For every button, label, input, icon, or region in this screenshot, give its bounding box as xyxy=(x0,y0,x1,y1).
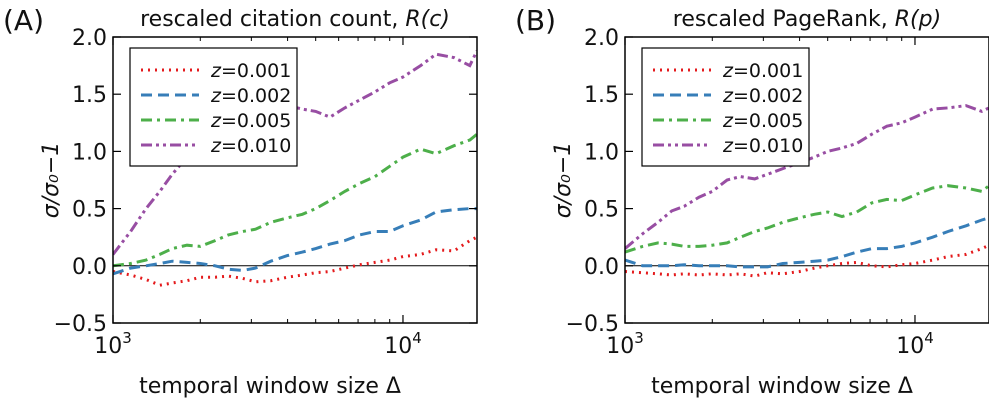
legend-label: z=0.002 xyxy=(722,85,803,107)
y-tick-label: 1.0 xyxy=(584,140,619,165)
y-tick-label: 2.0 xyxy=(584,26,619,51)
x-axis-label: temporal window size Δ xyxy=(651,374,913,399)
legend-label: z=0.001 xyxy=(210,60,291,82)
x-axis-label: temporal window size Δ xyxy=(139,374,401,399)
series-line-0_002 xyxy=(113,207,477,276)
y-tick-label: 1.5 xyxy=(72,83,107,108)
y-tick-label: 0.0 xyxy=(72,255,107,280)
legend-label: z=0.002 xyxy=(210,85,291,107)
chart-panel-b: (B) rescaled PageRank, R(p) −0.5 0.0 0.5 1.0 1… xyxy=(515,4,989,399)
chart-title: rescaled citation count, R(c) xyxy=(140,7,450,32)
x-tick-label: 103 xyxy=(94,329,132,359)
legend: z=0.001 z=0.002 z=0.005 z=0.010 xyxy=(641,47,810,167)
y-tick-label: −0.5 xyxy=(54,312,107,337)
series-line-0_001 xyxy=(625,243,989,278)
series-line-0_002 xyxy=(625,216,989,269)
series-line-0_001 xyxy=(113,235,477,287)
legend: z=0.001 z=0.002 z=0.005 z=0.010 xyxy=(129,47,298,167)
legend-label: z=0.010 xyxy=(722,135,803,157)
series-line-0_005 xyxy=(625,184,989,254)
panel-label: (A) xyxy=(3,4,44,37)
series-line-0_005 xyxy=(113,133,477,268)
chart-title-math: R(c) xyxy=(405,7,450,32)
chart-title-math: R(p) xyxy=(895,7,941,32)
y-tick-label: 1.5 xyxy=(584,83,619,108)
legend-label: z=0.010 xyxy=(210,135,291,157)
chart-title-text: rescaled citation count, xyxy=(140,7,405,32)
x-tick-label: 104 xyxy=(384,329,422,359)
chart-panel-a: (A) rescaled citation count, R(c) −0.5 0.0 0… xyxy=(3,4,478,399)
y-tick-label: 2.0 xyxy=(72,26,107,51)
y-tick-label: 1.0 xyxy=(72,140,107,165)
y-tick-label: 0.5 xyxy=(584,198,619,223)
y-tick-label: −0.5 xyxy=(566,312,619,337)
chart-title: rescaled PageRank, R(p) xyxy=(673,7,941,32)
legend-label: z=0.005 xyxy=(722,110,803,132)
chart-title-text: rescaled PageRank, xyxy=(673,7,895,32)
series-line-0_010 xyxy=(113,50,477,256)
plot-frame xyxy=(624,36,989,324)
y-axis-label: σ/σ₀−1 xyxy=(551,142,576,219)
panel-label: (B) xyxy=(515,4,556,37)
legend-label: z=0.001 xyxy=(722,60,803,82)
y-tick-label: 0.0 xyxy=(584,255,619,280)
legend-label: z=0.005 xyxy=(210,110,291,132)
x-tick-label: 104 xyxy=(896,329,934,359)
x-tick-label: 103 xyxy=(606,329,644,359)
y-axis-label: σ/σ₀−1 xyxy=(39,142,64,219)
y-tick-label: 0.5 xyxy=(72,198,107,223)
plot-frame xyxy=(112,36,478,324)
